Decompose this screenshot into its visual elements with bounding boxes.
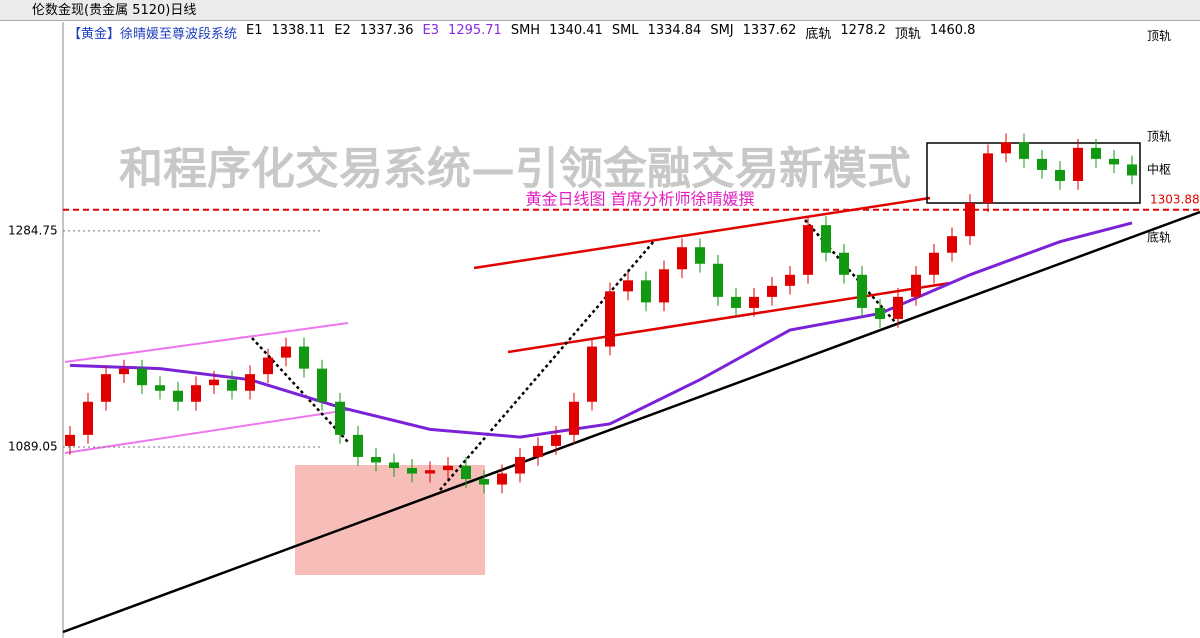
- candle-body: [245, 374, 255, 391]
- candle-body: [65, 434, 75, 446]
- indicator-value: 1337.62: [742, 23, 797, 38]
- candle-body: [893, 296, 903, 319]
- candle-body: [299, 346, 309, 369]
- candle-body: [281, 346, 291, 358]
- indicator-name: 顶轨: [894, 27, 921, 42]
- moving-average: [69, 221, 1133, 439]
- candle-body: [965, 203, 975, 237]
- candle-body: [929, 252, 939, 275]
- candle-body: [1055, 169, 1065, 181]
- candle-body: [1127, 164, 1137, 176]
- candle-body: [839, 252, 849, 275]
- candle-body: [659, 269, 669, 303]
- reference-label: 1303.88: [1150, 192, 1200, 206]
- support-line: [62, 210, 1200, 634]
- candle-body: [875, 307, 885, 319]
- system-title: 【黄金】徐晴媛至尊波段系统: [68, 27, 238, 42]
- indicator-value: 1278.2: [840, 23, 886, 38]
- range-box: [926, 142, 1141, 204]
- candle-body: [119, 368, 129, 375]
- candle-body: [137, 368, 147, 386]
- candle-body: [785, 274, 795, 286]
- candle-body: [1019, 142, 1029, 159]
- candle-body: [821, 225, 831, 253]
- candle-body: [83, 401, 93, 435]
- channel-line: [64, 322, 349, 363]
- candle-body: [1037, 158, 1047, 170]
- wave-line: [439, 239, 656, 491]
- rail-label: 顶轨: [1147, 129, 1171, 143]
- candle-body: [407, 467, 417, 474]
- candle-body: [353, 434, 363, 457]
- candle-body: [911, 274, 921, 297]
- indicator-value: 1460.8: [929, 23, 976, 38]
- indicator-value: 1338.11: [271, 23, 326, 38]
- candle-body: [227, 379, 237, 391]
- candle-body: [695, 247, 705, 264]
- rail-label: 顶轨: [1147, 29, 1171, 43]
- rail-label: 中枢: [1147, 161, 1171, 176]
- candle-body: [101, 374, 111, 402]
- candle-body: [173, 390, 183, 402]
- subtitle: 黄金日线图 首席分析师徐晴媛撰: [525, 190, 754, 209]
- candle-body: [515, 456, 525, 474]
- indicator-value: 1340.41: [549, 23, 603, 38]
- candle-body: [569, 401, 579, 435]
- candle-body: [479, 479, 489, 485]
- watermark: 和程序化交易系统—引领金融交易新模式: [119, 144, 911, 195]
- candle-body: [803, 225, 813, 275]
- candle-body: [425, 470, 435, 474]
- candle-body: [947, 236, 957, 253]
- indicator-name: SMH: [510, 23, 541, 38]
- candle-body: [587, 346, 597, 402]
- indicator-row: 【黄金】徐晴媛至尊波段系统 E1 1338.11 E2 1337.36 E3 1295.71…: [68, 23, 975, 42]
- candle-body: [533, 445, 543, 457]
- candle-body: [749, 296, 759, 308]
- candle-body: [371, 456, 381, 463]
- indicator-name: SML: [611, 23, 639, 38]
- indicator-name: E3: [422, 23, 440, 38]
- candle-body: [551, 434, 561, 446]
- candle-body: [497, 473, 507, 485]
- indicator-value: 1337.36: [359, 23, 414, 38]
- candle-body: [1091, 147, 1101, 159]
- y-tick-label: 1284.75: [8, 223, 58, 237]
- candle-body: [1073, 147, 1083, 181]
- candle-body: [983, 153, 993, 204]
- candle-body: [317, 368, 327, 402]
- candle-body: [767, 285, 777, 297]
- seal: [295, 465, 485, 575]
- candle-body: [1001, 142, 1011, 154]
- candle-body: [191, 385, 201, 402]
- indicator-name: E1: [246, 23, 263, 38]
- indicator-name: 底轨: [805, 27, 832, 42]
- candle-body: [443, 465, 453, 471]
- channel-line: [64, 409, 349, 454]
- indicator-value: 1334.84: [647, 23, 702, 38]
- candle-body: [263, 357, 273, 375]
- window-title: 伦数金现(贵金属 5120)日线: [0, 0, 1200, 21]
- candle-body: [623, 280, 633, 292]
- candle-body: [857, 274, 867, 308]
- candle-body: [335, 401, 345, 435]
- rail-label: 底轨: [1147, 230, 1171, 245]
- candle-body: [389, 462, 399, 468]
- candle-body: [713, 263, 723, 297]
- y-tick-label: 1089.05: [8, 439, 58, 453]
- candle-body: [209, 379, 219, 386]
- candle-body: [461, 465, 471, 480]
- wave-line: [804, 219, 896, 323]
- indicator-name: E2: [334, 23, 351, 38]
- candle-body: [1109, 158, 1119, 165]
- candle-body: [641, 280, 651, 303]
- indicator-value: 1295.71: [448, 23, 502, 38]
- candle-body: [155, 385, 165, 391]
- channel-line: [507, 281, 951, 354]
- candle-body: [677, 247, 687, 270]
- indicator-name: SMJ: [710, 23, 734, 38]
- candle-body: [605, 291, 615, 347]
- candle-body: [731, 296, 741, 308]
